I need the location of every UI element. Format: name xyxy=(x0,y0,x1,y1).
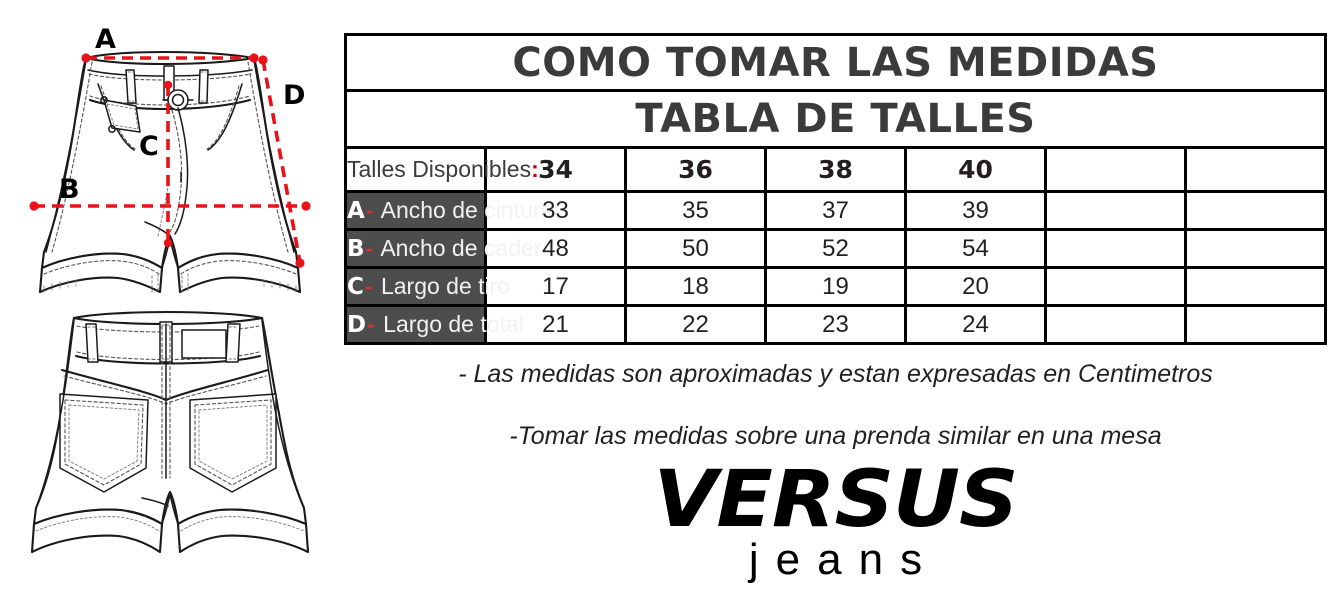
shorts-back-view xyxy=(30,310,310,554)
marker-a-label: A xyxy=(95,24,116,55)
row-dash-c: - xyxy=(364,273,373,299)
value-a-empty-2 xyxy=(1184,190,1327,231)
size-header-empty-2 xyxy=(1184,146,1327,193)
value-b-40: 54 xyxy=(904,228,1047,269)
value-a-38: 37 xyxy=(764,190,907,231)
row-text-d: Largo de total xyxy=(376,311,524,337)
marker-d-line xyxy=(258,55,305,268)
row-letter-b: B xyxy=(347,236,365,262)
value-d-34: 21 xyxy=(484,304,627,345)
row-letter-d: D xyxy=(347,312,367,338)
value-c-38: 19 xyxy=(764,266,907,307)
brand-name: VERSUS xyxy=(653,455,1018,545)
brand-subtitle: jeans xyxy=(748,534,940,584)
table-title-row-2: TABLA DE TALLES xyxy=(344,89,1327,149)
value-c-empty-1 xyxy=(1044,266,1187,307)
size-header-36: 36 xyxy=(624,146,767,193)
chart-title-primary: COMO TOMAR LAS MEDIDAS xyxy=(344,33,1327,92)
value-b-empty-2 xyxy=(1184,228,1327,269)
size-header-empty-1 xyxy=(1044,146,1187,193)
table-row: D- Largo de total 21 22 23 24 xyxy=(344,304,1327,345)
row-letter-a: A xyxy=(347,198,365,224)
marker-c-line xyxy=(163,80,173,248)
measurement-label-c: C- Largo de tiro xyxy=(344,266,510,307)
value-c-empty-2 xyxy=(1184,266,1327,307)
value-b-38: 52 xyxy=(764,228,907,269)
sizes-available-label: Talles Disponibles: xyxy=(344,146,539,193)
row-letter-c: C xyxy=(347,274,364,300)
row-text-c: Largo de tiro xyxy=(374,273,511,299)
size-header-40: 40 xyxy=(904,146,1047,193)
measurement-label-d: D- Largo de total xyxy=(344,304,524,345)
value-d-36: 22 xyxy=(624,304,767,345)
measurement-label-a: A- Ancho de cintura xyxy=(344,190,553,231)
value-a-40: 39 xyxy=(904,190,1047,231)
table-row: B- Ancho de cadera 48 50 52 54 xyxy=(344,228,1327,269)
table-row: A- Ancho de cintura 33 35 37 39 xyxy=(344,190,1327,231)
row-dash-a: - xyxy=(365,197,374,223)
value-d-empty-2 xyxy=(1184,304,1327,345)
brand-logo: VERSUS jeans xyxy=(344,461,1327,585)
size-header-38: 38 xyxy=(764,146,907,193)
shorts-diagram-svg: .ln { fill:none; stroke:#1a1a1a; stroke-… xyxy=(29,24,311,554)
marker-c-label: C xyxy=(139,131,159,162)
marker-b-line xyxy=(29,201,311,211)
garment-illustration-panel: .ln { fill:none; stroke:#1a1a1a; stroke-… xyxy=(0,0,340,591)
value-c-36: 18 xyxy=(624,266,767,307)
marker-a-line xyxy=(81,53,259,63)
shorts-front-view: A D B xyxy=(29,24,311,294)
value-d-38: 23 xyxy=(764,304,907,345)
value-b-34: 48 xyxy=(484,228,627,269)
size-chart-table: COMO TOMAR LAS MEDIDAS TABLA DE TALLES T… xyxy=(344,33,1327,345)
note-method: -Tomar las medidas sobre una prenda simi… xyxy=(509,422,1162,450)
sizes-available-text: Talles Disponibles xyxy=(347,156,532,182)
value-d-40: 24 xyxy=(904,304,1047,345)
value-b-36: 50 xyxy=(624,228,767,269)
row-text-b: Ancho de cadera xyxy=(375,235,555,261)
marker-d-label: D xyxy=(283,80,305,111)
value-c-34: 17 xyxy=(484,266,627,307)
measurement-label-b: B- Ancho de cadera xyxy=(344,228,554,269)
sizes-available-colon: : xyxy=(531,156,539,182)
marker-b-label: B xyxy=(59,174,80,205)
value-c-40: 20 xyxy=(904,266,1047,307)
content-panel: COMO TOMAR LAS MEDIDAS TABLA DE TALLES T… xyxy=(344,0,1330,591)
row-text-a: Ancho de cintura xyxy=(375,197,554,223)
chart-title-secondary: TABLA DE TALLES xyxy=(344,89,1327,149)
value-a-empty-1 xyxy=(1044,190,1187,231)
row-dash-b: - xyxy=(365,235,374,261)
table-title-row-1: COMO TOMAR LAS MEDIDAS xyxy=(344,33,1327,92)
value-b-empty-1 xyxy=(1044,228,1187,269)
note-units: - Las medidas son aproximadas y estan ex… xyxy=(458,360,1213,388)
table-header-row: Talles Disponibles: 34 36 38 40 xyxy=(344,146,1327,193)
row-dash-d: - xyxy=(367,311,375,337)
value-a-36: 35 xyxy=(624,190,767,231)
size-header-34: 34 xyxy=(484,146,627,193)
table-row: C- Largo de tiro 17 18 19 20 xyxy=(344,266,1327,307)
value-a-34: 33 xyxy=(484,190,627,231)
value-d-empty-1 xyxy=(1044,304,1187,345)
